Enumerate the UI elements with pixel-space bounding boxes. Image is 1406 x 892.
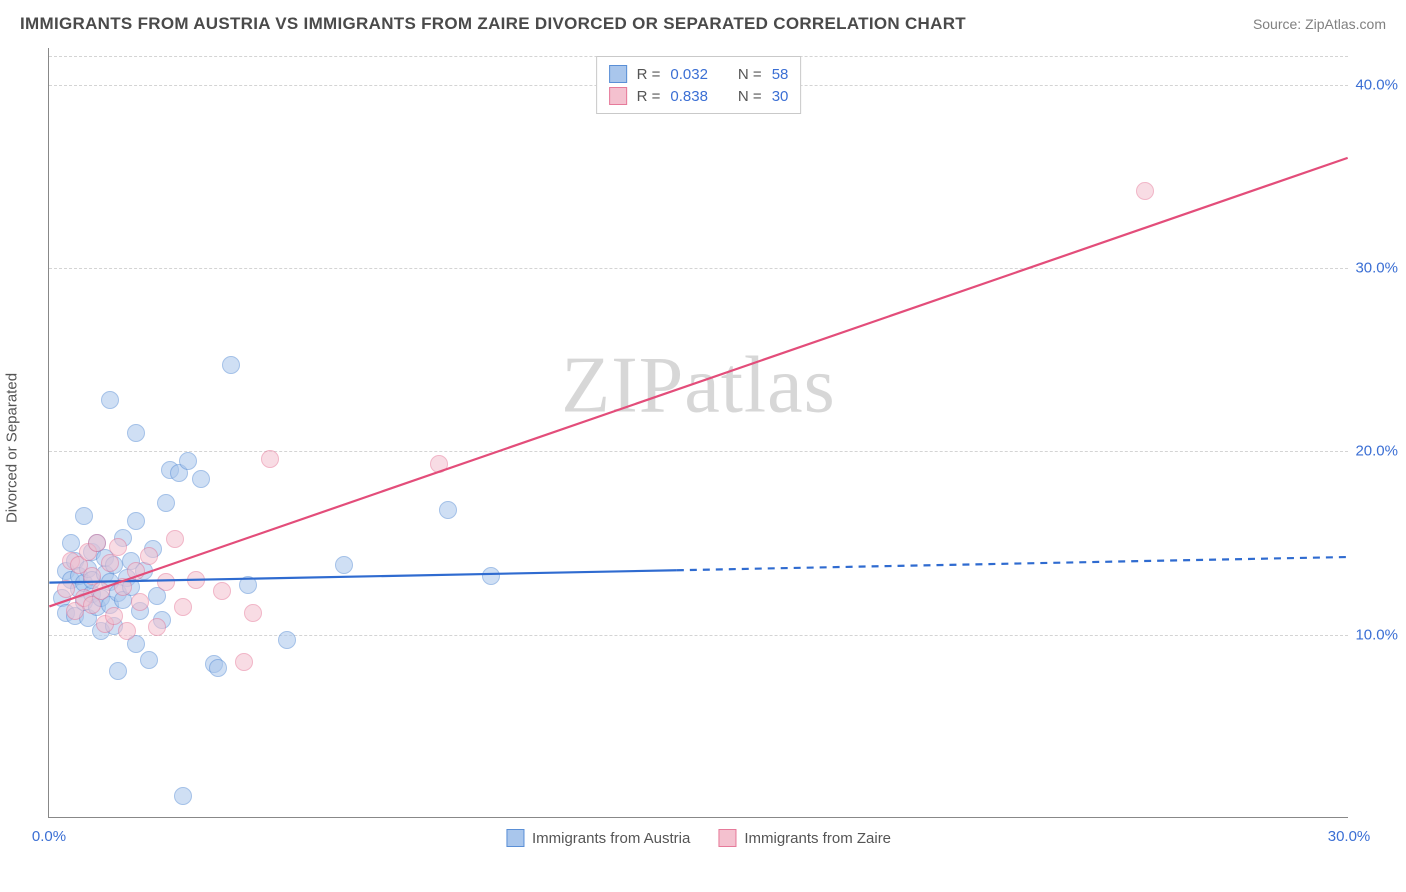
legend-series: Immigrants from Austria Immigrants from …	[506, 829, 891, 847]
source-name: ZipAtlas.com	[1305, 16, 1386, 32]
trend-line	[49, 570, 677, 582]
swatch-zaire	[718, 829, 736, 847]
trend-line	[677, 557, 1348, 570]
source-credit: Source: ZipAtlas.com	[1253, 16, 1386, 32]
trend-line	[49, 158, 1347, 607]
swatch-austria	[609, 65, 627, 83]
y-tick-label: 20.0%	[1352, 443, 1398, 460]
y-tick-label: 10.0%	[1352, 626, 1398, 643]
r-value-zaire: 0.838	[670, 88, 708, 105]
x-tick-label: 0.0%	[32, 828, 66, 845]
plot-wrapper: Divorced or Separated ZIPatlas R = 0.032…	[48, 48, 1388, 848]
plot-area: ZIPatlas R = 0.032 N = 58 R = 0.838 N = …	[48, 48, 1348, 818]
title-bar: IMMIGRANTS FROM AUSTRIA VS IMMIGRANTS FR…	[0, 0, 1406, 42]
legend-row-zaire: R = 0.838 N = 30	[609, 85, 789, 107]
n-label: N =	[738, 66, 762, 83]
swatch-austria	[506, 829, 524, 847]
n-value-zaire: 30	[772, 88, 789, 105]
y-axis-title: Divorced or Separated	[4, 373, 21, 523]
r-value-austria: 0.032	[670, 66, 708, 83]
x-tick-label: 30.0%	[1328, 828, 1371, 845]
legend-item-zaire: Immigrants from Zaire	[718, 829, 891, 847]
n-label: N =	[738, 88, 762, 105]
source-label: Source:	[1253, 16, 1305, 32]
chart-title: IMMIGRANTS FROM AUSTRIA VS IMMIGRANTS FR…	[20, 14, 966, 34]
trend-lines-layer	[49, 48, 1348, 817]
swatch-zaire	[609, 87, 627, 105]
legend-label-austria: Immigrants from Austria	[532, 830, 690, 847]
r-label: R =	[637, 88, 661, 105]
legend-label-zaire: Immigrants from Zaire	[744, 830, 891, 847]
y-tick-label: 30.0%	[1352, 260, 1398, 277]
r-label: R =	[637, 66, 661, 83]
legend-row-austria: R = 0.032 N = 58	[609, 63, 789, 85]
y-tick-label: 40.0%	[1352, 76, 1398, 93]
n-value-austria: 58	[772, 66, 789, 83]
legend-item-austria: Immigrants from Austria	[506, 829, 690, 847]
legend-correlation: R = 0.032 N = 58 R = 0.838 N = 30	[596, 56, 802, 114]
